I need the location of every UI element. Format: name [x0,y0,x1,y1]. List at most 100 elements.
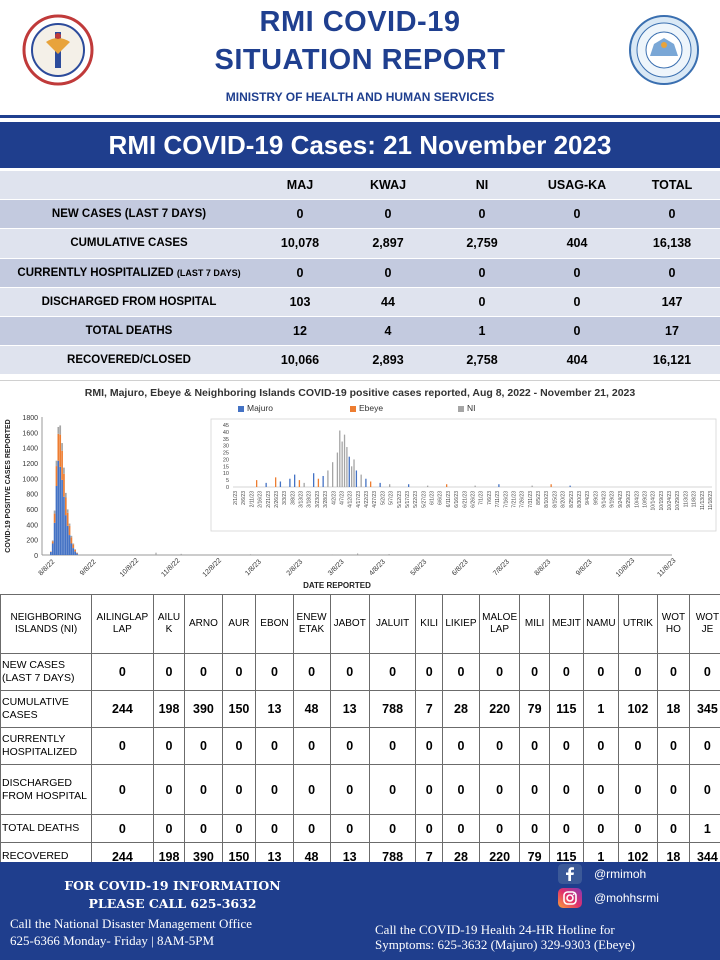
ni-cell: 0 [478,764,521,815]
ni-cell: 0 [221,727,257,765]
inset-bar [531,485,533,487]
inset-bar [370,481,372,487]
ni-cell: 0 [688,764,720,815]
legend-label: Ebeye [359,403,384,413]
ni-cell: 102 [617,690,659,728]
y-tick-label: 1000 [22,476,38,483]
ni-cell: 0 [292,764,331,815]
inset-x-tick-label: 9/9/23 [593,491,599,505]
summary-header-row: MAJ KWAJ NI USAG-KA TOTAL [0,169,720,200]
summary-row: DISCHARGED FROM HOSPITAL 103 44 0 0 147 [0,286,720,317]
ni-row-label: CUMULATIVE CASES [0,690,93,728]
inset-y-tick-label: 25 [223,451,229,457]
y-tick-label: 0 [34,553,38,560]
summary-row-label: TOTAL DEATHS [0,315,258,346]
summary-row: CUMULATIVE CASES 10,078 2,897 2,759 404 … [0,228,720,259]
inset-bar [294,474,296,487]
inset-bar [389,484,391,487]
bar-ebeye [53,513,56,523]
bar-ebeye [51,541,54,544]
x-tick-label: 11/8/22 [160,557,181,578]
summary-row-label: CUMULATIVE CASES [0,228,258,259]
inset-chart-frame [210,418,717,532]
bar-majuro [63,496,65,555]
inset-bar [379,482,381,487]
ni-island-header: MALOE LAP [478,594,521,654]
ni-header-row: NEIGHBORING ISLANDS (NI) AILINGLAP LAP A… [0,594,720,654]
inset-x-tick-label: 6/21/23 [462,491,468,508]
x-tick-label: 9/8/23 [575,559,594,578]
legend-label: NI [467,403,476,413]
instagram-link[interactable]: @mohhsrmi [558,888,718,908]
inset-bar [332,462,334,487]
ni-cell: 1 [582,690,619,728]
inset-x-tick-label: 3/28/23 [323,491,329,508]
ni-row: CURRENTLY HOSPITALIZED 0 0 0 0 0 0 0 0 0… [0,727,720,765]
facebook-link[interactable]: @rmimoh [558,864,718,884]
inset-x-tick-label: 9/19/23 [610,491,616,508]
inset-bar [256,480,258,487]
ni-cell: 0 [415,727,443,765]
summary-row: RECOVERED/CLOSED 10,066 2,893 2,758 404 … [0,345,720,375]
inset-bar [474,485,476,487]
bar-ebeye [72,544,75,549]
bar-majuro [50,551,52,555]
inset-x-tick-label: 5/7/23 [389,491,395,505]
bar-ni [63,467,65,474]
instagram-handle: @mohhsrmi [594,891,659,905]
ni-island-header: AILINGLAP LAP [91,594,154,654]
report-title-line1: RMI COVID-19 [259,6,461,38]
inset-y-tick-label: 15 [223,464,229,470]
summary-cell: 12 [258,315,342,346]
y-tick-label: 600 [26,507,38,514]
bar-ebeye [57,433,60,461]
bar-ni [53,510,56,514]
bar-ebeye [55,466,58,486]
ni-cell: 18 [657,690,690,728]
x-tick-label: 11/8/23 [656,557,677,578]
ni-cell: 0 [292,727,331,765]
bar-majuro [66,525,69,555]
inset-x-tick-label: 7/11/23 [495,491,501,508]
ni-row: DISCHARGED FROM HOSPITAL 0 0 0 0 0 0 0 0… [0,764,720,815]
bar-ni [61,443,63,451]
inset-bar [275,477,277,487]
ni-cell: 13 [329,690,370,728]
bar-ebeye [76,552,78,554]
inset-x-tick-label: 4/22/23 [364,491,370,508]
bar-ni [57,426,60,434]
ni-cell: 115 [548,690,584,728]
legend-item-ni: NI [458,403,476,413]
ni-island-header: MEJIT [548,594,584,654]
summary-row-label-note: (LAST 7 DAYS) [176,267,241,278]
inset-x-tick-label: 6/26/23 [471,491,477,508]
summary-row-label: CURRENTLY HOSPITALIZED (LAST 7 DAYS) [0,257,258,288]
bar-ebeye [68,525,71,536]
summary-row-label: RECOVERED/CLOSED [0,345,258,375]
inset-x-tick-label: 8/30/23 [577,491,583,508]
inset-y-tick-label: 45 [223,423,229,429]
ni-cell: 0 [582,764,619,815]
x-tick-label: 7/8/23 [492,559,511,578]
summary-cell: 2,759 [434,228,530,259]
inset-x-tick-label: 7/26/23 [520,491,526,508]
y-tick-label: 1400 [22,446,38,453]
inset-x-tick-label: 7/1/23 [479,491,485,505]
bar-majuro [76,553,78,555]
inset-x-tick-label: 9/29/23 [626,491,632,508]
ni-cell: 0 [152,653,186,691]
ni-cell: 0 [255,727,294,765]
ni-cell: 0 [184,727,223,765]
ni-cell: 345 [688,690,720,728]
facebook-handle: @rmimoh [594,867,647,881]
ni-row: CUMULATIVE CASES 244 198 390 150 13 48 1… [0,690,720,728]
inset-x-tick-label: 2/6/23 [241,491,247,505]
bar-ebeye [63,473,65,497]
ni-row-label: TOTAL DEATHS [0,814,93,843]
summary-row-label: NEW CASES (LAST 7 DAYS) [0,199,258,229]
cases-banner: RMI COVID-19 Cases: 21 November 2023 [0,122,720,168]
inset-x-tick-label: 9/4/23 [585,491,591,505]
inset-x-tick-label: 6/6/23 [438,491,444,505]
ministry-seal-icon [22,14,94,86]
